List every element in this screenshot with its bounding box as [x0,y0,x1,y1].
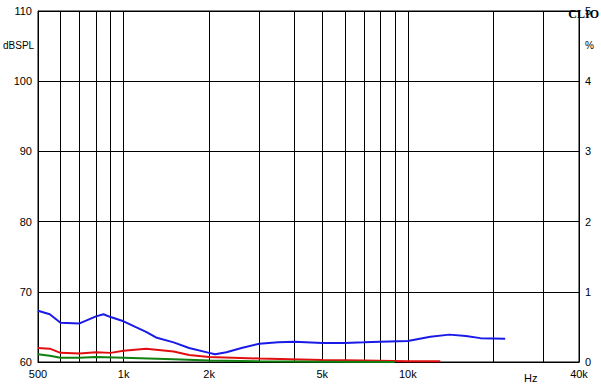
svg-text:CLIO: CLIO [568,7,599,21]
svg-text:60: 60 [20,356,32,368]
svg-text:1k: 1k [118,368,130,380]
svg-text:90: 90 [20,145,32,157]
svg-text:5k: 5k [316,368,328,380]
svg-text:40k: 40k [570,368,588,380]
svg-text:0: 0 [585,356,591,368]
svg-text:80: 80 [20,216,32,228]
svg-text:%: % [585,40,594,51]
svg-text:3: 3 [585,145,591,157]
svg-text:2: 2 [585,216,591,228]
svg-text:Hz: Hz [524,372,537,384]
svg-text:500: 500 [29,368,47,380]
svg-text:5: 5 [585,5,591,17]
svg-text:4: 4 [585,75,591,87]
svg-text:100: 100 [14,75,32,87]
svg-text:2k: 2k [203,368,215,380]
svg-text:70: 70 [20,286,32,298]
svg-text:10k: 10k [399,368,417,380]
svg-text:1: 1 [585,286,591,298]
svg-text:110: 110 [14,5,32,17]
svg-text:dBSPL: dBSPL [3,40,35,51]
